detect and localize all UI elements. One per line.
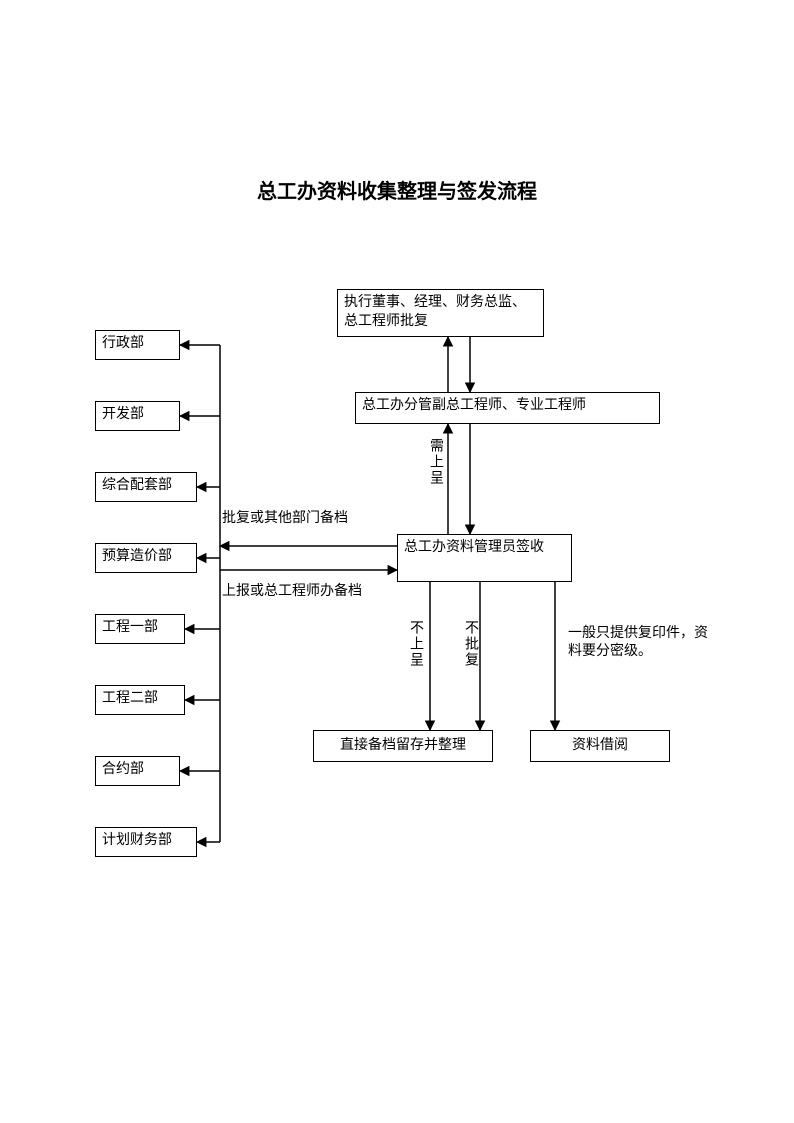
main-node-signin: 总工办资料管理员签收	[397, 534, 572, 582]
page-title: 总工办资料收集整理与签发流程	[0, 175, 794, 204]
dept-node-dept4: 预算造价部	[95, 543, 197, 573]
dept-node-dept7: 合约部	[95, 756, 180, 786]
dept-node-dept8: 计划财务部	[95, 827, 197, 857]
dept-node-dept1: 行政部	[95, 330, 180, 360]
vlabel-v1: 需上呈	[428, 438, 442, 486]
dept-node-dept5: 工程一部	[95, 614, 185, 644]
dept-node-dept3: 综合配套部	[95, 472, 197, 502]
main-node-deputy: 总工办分管副总工程师、专业工程师	[355, 392, 660, 424]
main-node-borrow: 资料借阅	[530, 730, 670, 762]
label-l_bottom: 上报或总工程师办备档	[222, 583, 362, 601]
label-l_note: 一般只提供复印件，资料要分密级。	[568, 625, 708, 661]
vlabel-v2: 不上呈	[408, 620, 422, 668]
label-l_top: 批复或其他部门备档	[222, 510, 348, 528]
flowchart-page: 总工办资料收集整理与签发流程 行政部开发部综合配套部预算造价部工程一部工程二部合…	[0, 0, 794, 1123]
vlabel-v3: 不批复	[463, 620, 477, 668]
dept-node-dept2: 开发部	[95, 401, 180, 431]
main-node-archive: 直接备档留存并整理	[313, 730, 493, 762]
dept-node-dept6: 工程二部	[95, 685, 185, 715]
main-node-approve: 执行董事、经理、财务总监、总工程师批复	[337, 289, 544, 337]
